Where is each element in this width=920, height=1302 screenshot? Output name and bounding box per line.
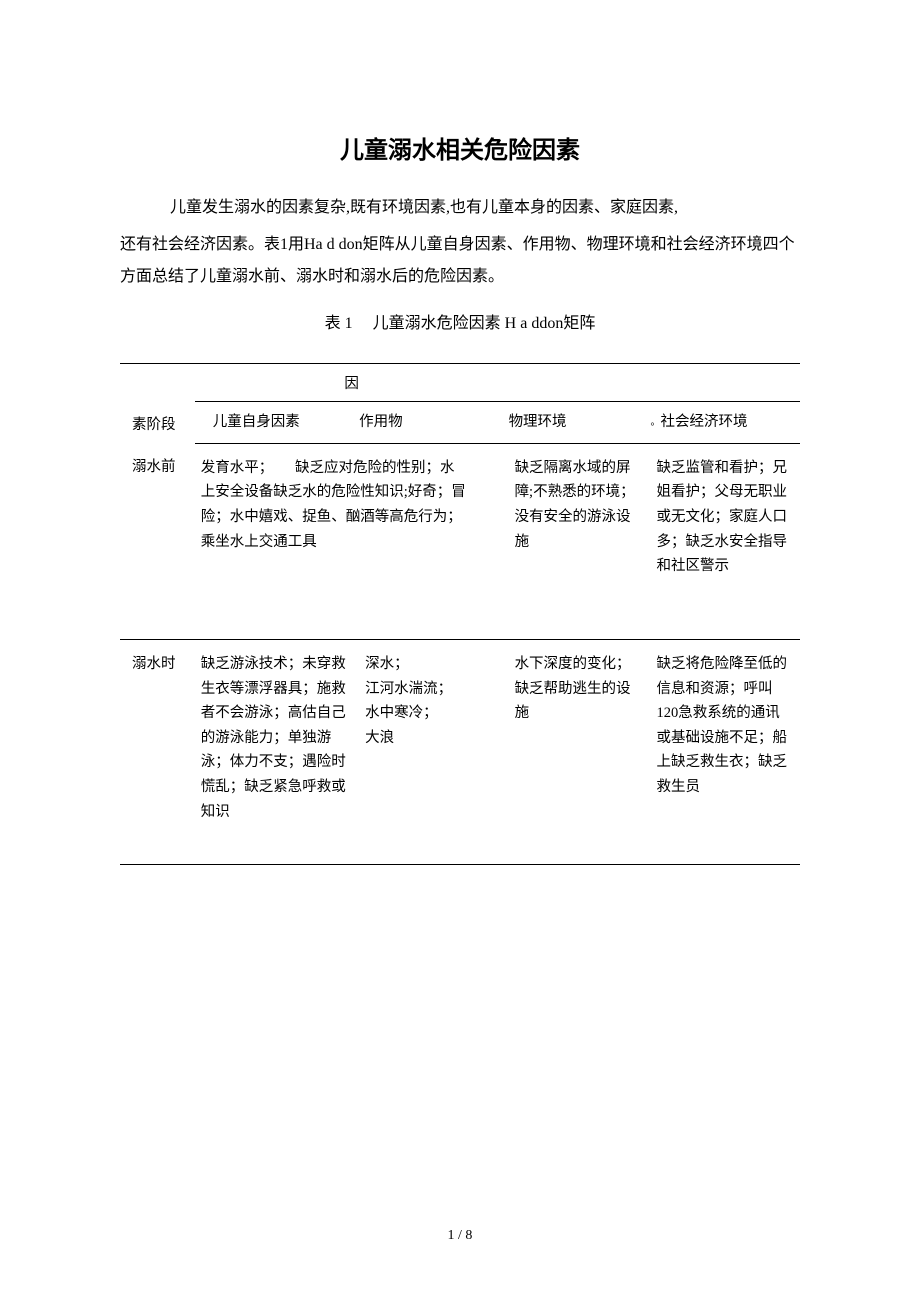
col-header-socio: 社会经济环境: [661, 414, 748, 430]
page-number: 1 / 8: [0, 1228, 920, 1244]
socio-cell: 缺乏将危险降至低的信息和资源；呼叫120急救系统的通讯或基础设施不足；船上缺乏救…: [657, 656, 788, 795]
env-cell: 水下深度的变化；缺乏帮助逃生的设施: [515, 656, 631, 721]
socio-prefix-dot: 。: [651, 417, 661, 428]
table-row: 溺水时 缺乏游泳技术；未穿救生衣等漂浮器具；施救者不会游泳；高估自己的游泳能力；…: [120, 639, 800, 864]
stage-header-label: 素阶段: [132, 417, 176, 433]
col-header-agent: 作用物: [359, 414, 403, 430]
table-caption: 表 1 儿童溺水危险因素 H a ddon矩阵: [120, 309, 800, 333]
col-header-child: 儿童自身因素: [213, 414, 300, 430]
stage-cell: 溺水时: [132, 656, 176, 672]
table-row: 溺水前 发育水平； 缺乏应对危险的性别；水上安全设备缺乏水的危险性知识;好奇；冒…: [120, 443, 800, 639]
haddon-matrix-table: 素阶段 因 儿童自身因素 作用物 物理环境 。社会经济环境 溺水前 发育水平； …: [120, 363, 800, 865]
col-header-env: 物理环境: [509, 414, 567, 430]
factor-group-label: 因: [344, 376, 359, 392]
env-cell: 缺乏隔离水域的屏障;不熟悉的环境；没有安全的游泳设施: [515, 460, 635, 550]
stage-cell: 溺水前: [132, 459, 176, 475]
document-page: 儿童溺水相关危险因素 儿童发生溺水的因素复杂,既有环境因素,也有儿童本身的因素、…: [0, 0, 920, 865]
document-title: 儿童溺水相关危险因素: [120, 130, 800, 165]
agent-cell: 深水； 江河水湍流； 水中寒冷； 大浪: [365, 656, 452, 746]
table-header-row-1: 素阶段 因: [120, 364, 800, 402]
child-cell: 缺乏游泳技术；未穿救生衣等漂浮器具；施救者不会游泳；高估自己的游泳能力；单独游泳…: [201, 656, 346, 820]
table-header-row-2: 儿童自身因素 作用物 物理环境 。社会经济环境: [120, 402, 800, 444]
child-cell: 发育水平； 缺乏应对危险的性别；水上安全设备缺乏水的危险性知识;好奇；冒险；水中…: [201, 460, 466, 550]
socio-cell: 缺乏监管和看护；兄姐看护；父母无职业或无文化；家庭人口多；缺乏水安全指导和社区警…: [657, 460, 788, 575]
intro-paragraph-2: 还有社会经济因素。表1用Ha d don矩阵从儿童自身因素、作用物、物理环境和社…: [120, 229, 800, 293]
intro-paragraph-1: 儿童发生溺水的因素复杂,既有环境因素,也有儿童本身的因素、家庭因素,: [120, 193, 800, 223]
